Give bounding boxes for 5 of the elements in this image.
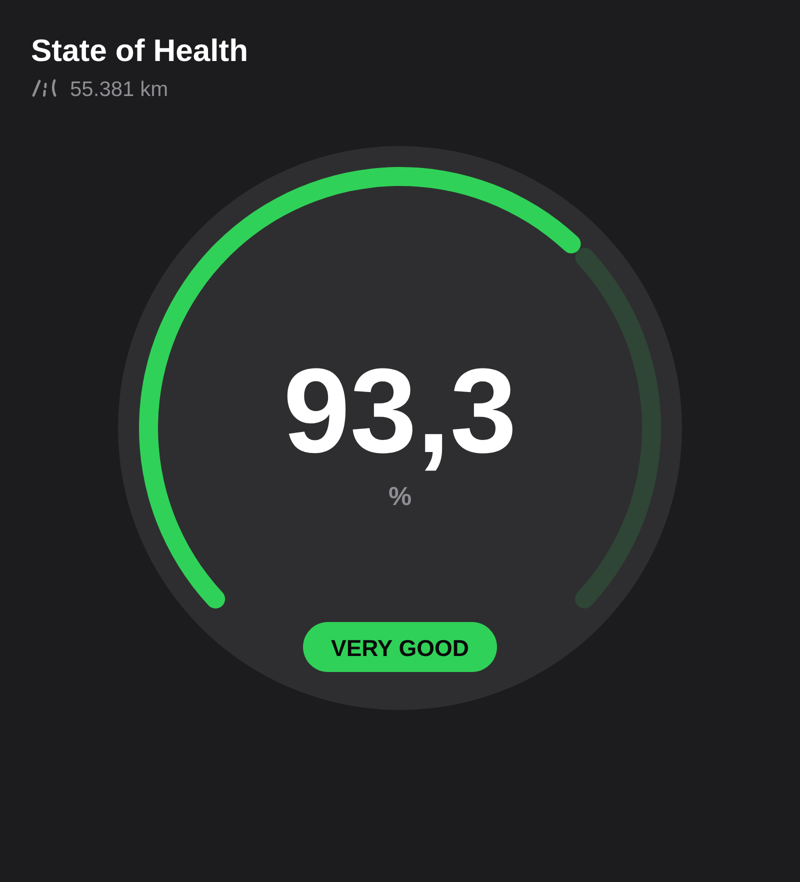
text: VERY GOOD	[330, 635, 470, 661]
text: 93,3	[283, 344, 517, 478]
text: %	[388, 481, 412, 511]
chart-title: State of Health	[31, 33, 248, 68]
chart-subtitle: 55.381 km	[70, 78, 168, 101]
